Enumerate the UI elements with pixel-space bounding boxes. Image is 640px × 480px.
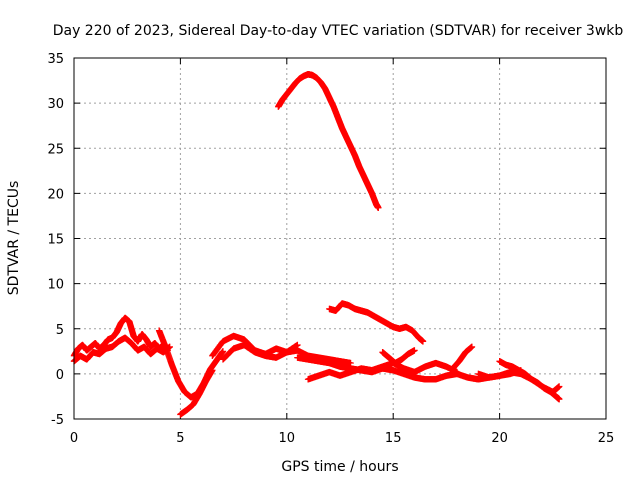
series-arc-mid-plateau — [326, 300, 427, 345]
plot-frame — [73, 57, 607, 420]
y-tick-label: 15 — [47, 233, 64, 248]
y-tick-label: 0 — [56, 368, 64, 383]
data-point — [419, 338, 427, 345]
series-arc-midday-b — [219, 341, 301, 363]
x-tick-label: 0 — [70, 431, 78, 446]
y-tick-label: -5 — [51, 413, 64, 428]
series-arc-dip-low — [177, 367, 216, 418]
y-tick-label: 20 — [47, 187, 64, 202]
chart-title: Day 220 of 2023, Sidereal Day-to-day VTE… — [53, 23, 624, 39]
x-tick-label: 20 — [491, 431, 508, 446]
data-point — [555, 383, 563, 390]
data-point — [555, 395, 563, 403]
y-tick-label: 10 — [47, 278, 64, 293]
x-tick-label: 5 — [176, 431, 184, 446]
y-tick-label: 25 — [47, 142, 64, 157]
y-axis-title: SDTVAR / TECUs — [6, 181, 22, 296]
data-point — [375, 204, 382, 212]
x-tick-label: 10 — [279, 431, 296, 446]
data-point — [468, 343, 476, 350]
series-arc-dip — [155, 327, 227, 401]
axis-ticks: 0 5 10 15 20 25 -5 0 5 10 15 20 25 30 35 — [47, 52, 614, 446]
y-tick-label: 30 — [47, 97, 64, 112]
data-point — [453, 368, 461, 376]
x-tick-label: 25 — [598, 431, 615, 446]
data-point — [209, 367, 216, 374]
x-tick-label: 15 — [385, 431, 402, 446]
data-point — [219, 348, 227, 355]
series-arc-tail-b — [475, 368, 563, 396]
y-tick-label: 35 — [47, 52, 64, 67]
series-arc-bump — [379, 347, 418, 367]
data-point — [411, 347, 418, 354]
y-tick-label: 5 — [56, 323, 64, 338]
series-arc-main-early — [70, 314, 171, 360]
x-axis-title: GPS time / hours — [281, 459, 398, 475]
plot-area — [70, 71, 563, 418]
series-arc-high — [275, 71, 382, 212]
series-arc-bump-b — [449, 343, 476, 372]
data-point — [294, 341, 301, 349]
